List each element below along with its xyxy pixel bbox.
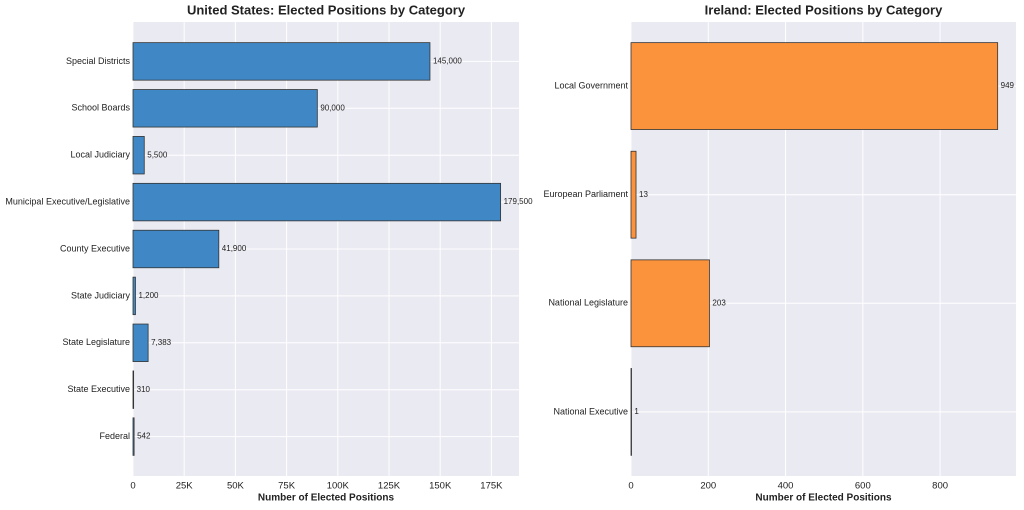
x-tick-label: 600: [855, 481, 871, 492]
value-label: 5,500: [147, 150, 168, 159]
x-tick-label: 50K: [227, 481, 245, 492]
bar: [132, 276, 136, 316]
bar: [132, 417, 135, 456]
x-tick-label: 0: [628, 481, 633, 492]
value-label: 542: [137, 432, 151, 441]
x-tick-label: 200: [700, 481, 716, 492]
bar: [630, 42, 999, 130]
value-label: 90,000: [320, 103, 345, 112]
x-tick-label: 800: [932, 481, 948, 492]
bar: [630, 368, 632, 456]
bar: [630, 259, 710, 348]
value-label: 310: [137, 385, 151, 394]
category-label: State Legislature: [62, 337, 130, 347]
bar: [132, 182, 502, 222]
bar: [132, 89, 318, 128]
category-label: Local Judiciary: [70, 150, 130, 160]
value-label: 13: [639, 190, 648, 199]
category-label: County Executive: [60, 243, 130, 253]
x-tick-label: 75K: [278, 481, 296, 492]
category-label: State Executive: [67, 384, 130, 394]
category-label: Local Government: [554, 80, 628, 90]
value-label: 41,900: [222, 244, 247, 253]
chart-title: Ireland: Elected Positions by Category: [705, 2, 943, 17]
x-tick-label: 125K: [378, 481, 401, 492]
category-label: National Executive: [553, 406, 628, 416]
bar: [132, 229, 220, 269]
category-label: Special Districts: [66, 56, 131, 66]
x-tick-label: 0: [130, 481, 135, 492]
value-label: 949: [1001, 81, 1015, 90]
bar: [132, 42, 431, 81]
category-label: State Judiciary: [71, 290, 131, 300]
x-tick-label: 175K: [480, 481, 503, 492]
category-label: Municipal Executive/Legislative: [5, 196, 130, 206]
value-label: 179,500: [504, 197, 533, 206]
value-label: 7,383: [151, 338, 172, 347]
value-label: 203: [712, 298, 726, 307]
x-tick-label: 400: [778, 481, 794, 492]
category-label: Federal: [99, 431, 130, 441]
value-label: 145,000: [433, 57, 462, 66]
x-tick-label: 150K: [429, 481, 452, 492]
bar: [132, 323, 149, 362]
value-label: 1,200: [138, 291, 159, 300]
value-label: 1: [634, 407, 639, 416]
x-tick-label: 100K: [327, 481, 350, 492]
bar: [132, 136, 145, 175]
x-axis-label: Number of Elected Positions: [258, 493, 395, 504]
category-label: European Parliament: [543, 189, 628, 199]
chart-title: United States: Elected Positions by Cate…: [187, 2, 466, 17]
x-tick-label: 25K: [176, 481, 194, 492]
category-label: School Boards: [71, 103, 130, 113]
category-label: National Legislature: [548, 298, 628, 308]
x-axis-label: Number of Elected Positions: [755, 493, 892, 504]
bar: [132, 370, 135, 409]
bar: [630, 150, 637, 239]
